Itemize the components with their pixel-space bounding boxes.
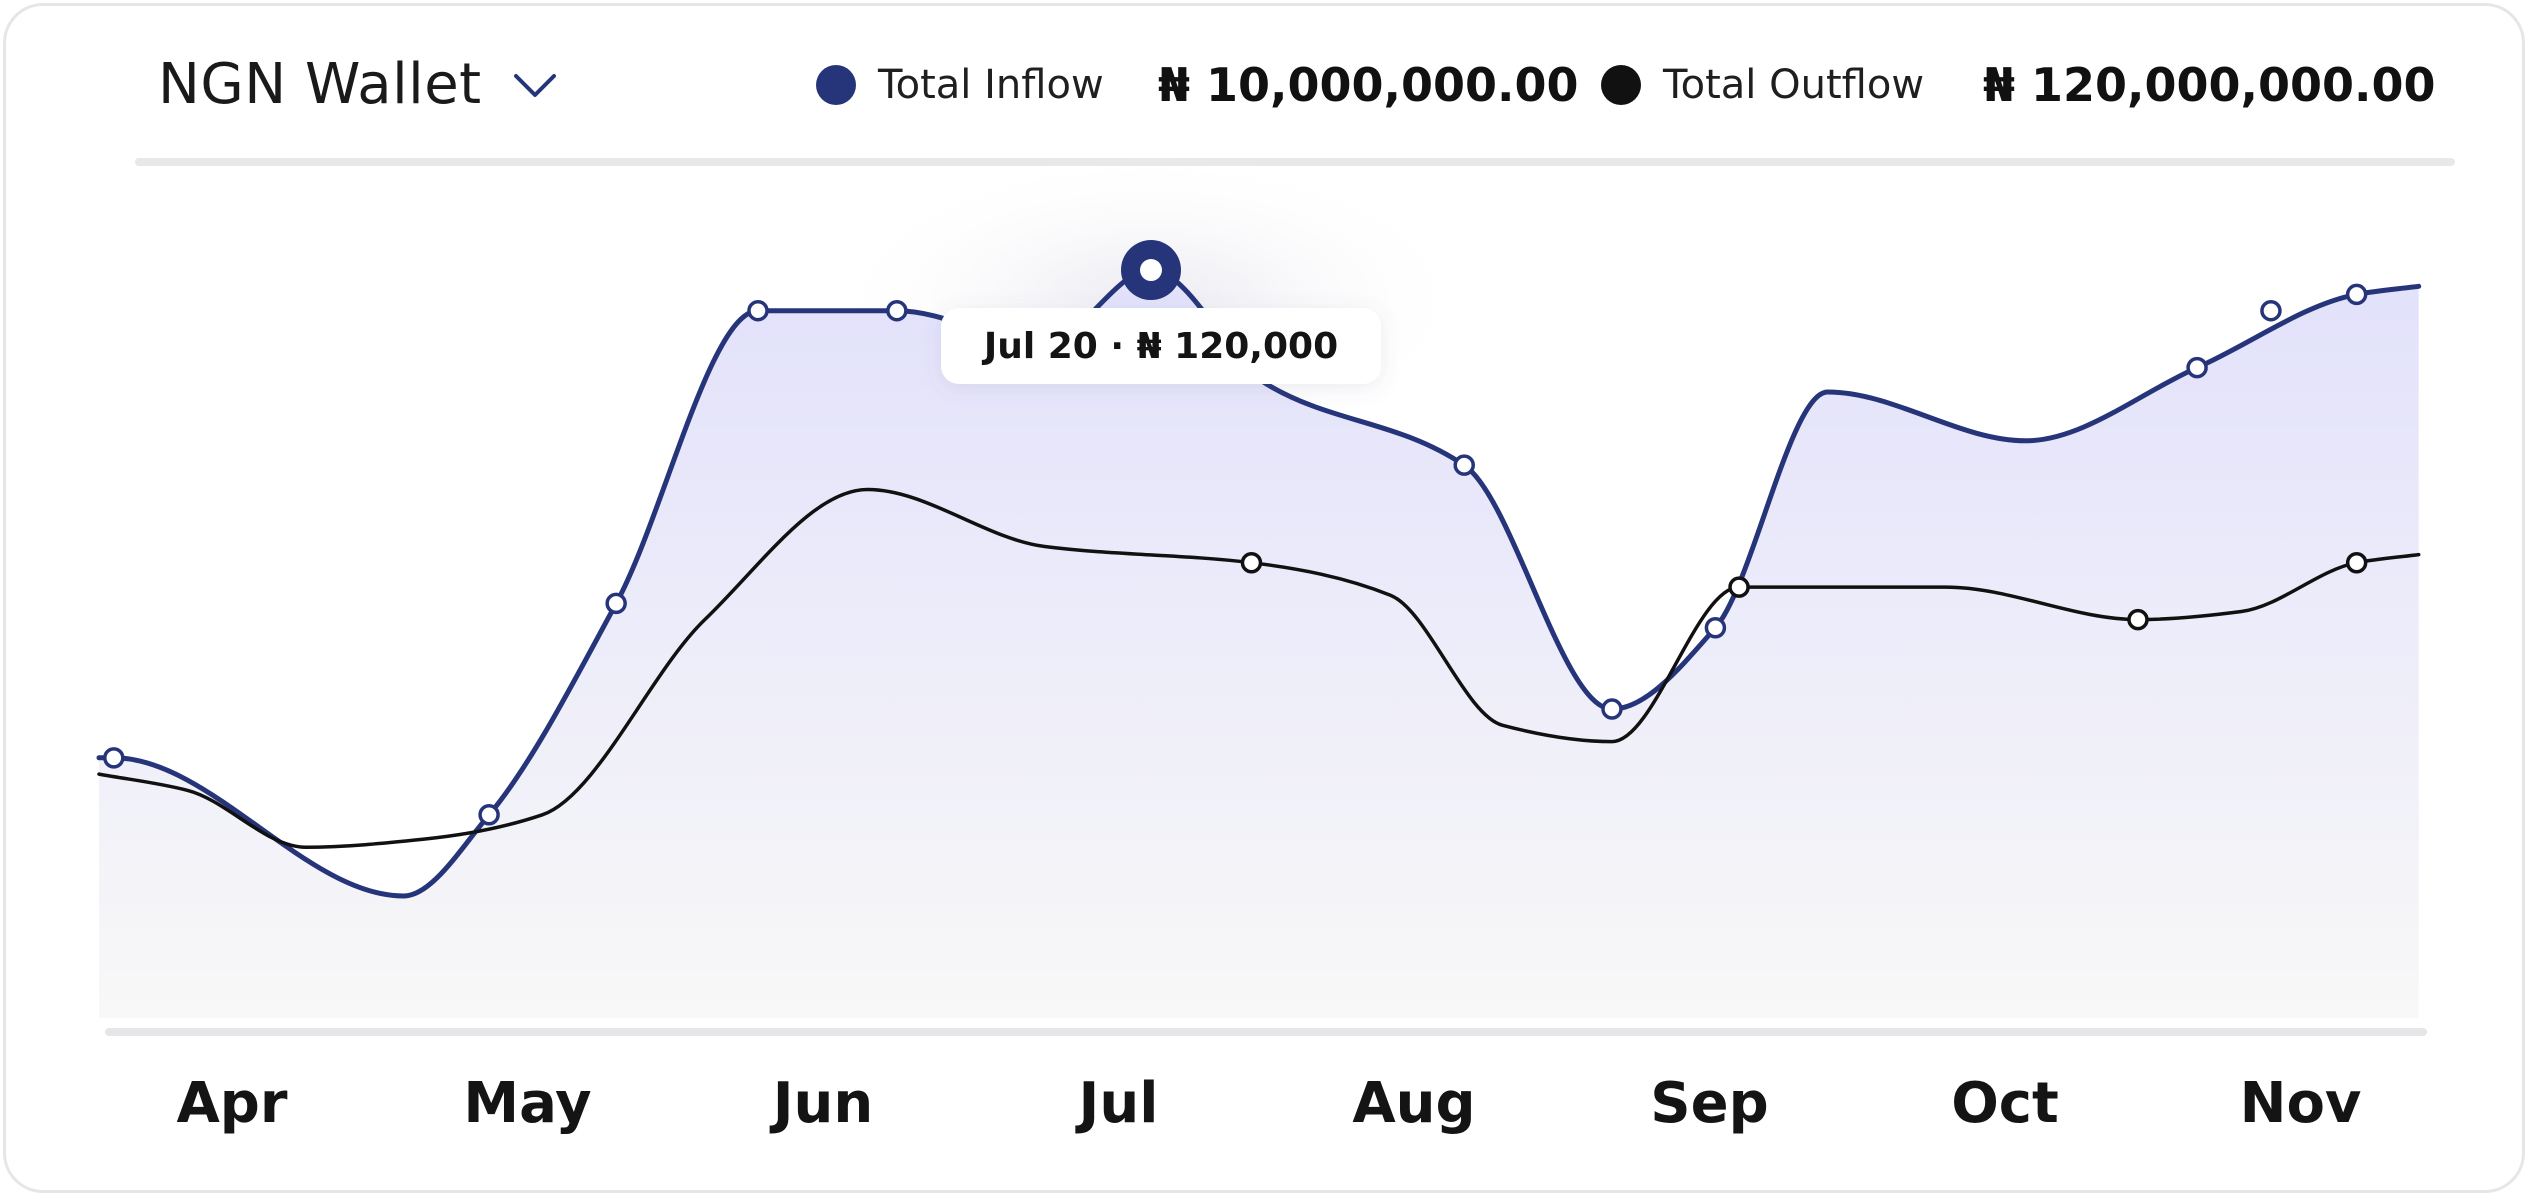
total-outflow-point-2 <box>2127 608 2149 631</box>
area-layer <box>99 150 2419 1018</box>
total-inflow-point-6 <box>1601 698 1623 720</box>
total-outflow-point-3 <box>2345 551 2368 574</box>
legend-item-inflow: Total Inflow <box>816 62 1104 108</box>
outflow-legend-dot <box>1601 65 1641 105</box>
chart-header: NGN Wallet Total Inflow ₦ 10,000,000.00 … <box>0 0 2532 180</box>
header-divider <box>135 158 2455 166</box>
wallet-selector[interactable]: NGN Wallet <box>158 52 558 117</box>
x-tick-apr: Apr <box>176 1071 287 1136</box>
x-tick-may: May <box>463 1071 591 1136</box>
total-inflow-point-0 <box>103 747 125 769</box>
legend-item-outflow: Total Outflow <box>1601 62 1924 108</box>
tooltip-label: Jul 20 · ₦ 120,000 <box>981 326 1338 367</box>
inflow-total-value: ₦ 10,000,000.00 <box>1158 58 1579 112</box>
total-inflow-point-1 <box>478 804 500 826</box>
total-inflow-point-3 <box>747 299 769 322</box>
total-inflow-point-5 <box>1453 454 1475 476</box>
total-inflow-point-2 <box>605 592 627 615</box>
x-tick-oct: Oct <box>1951 1071 2059 1136</box>
highlight-layer: Jul 20 · ₦ 120,000 <box>941 240 1382 385</box>
highlight-point-center <box>1140 259 1163 282</box>
total-inflow-point-10 <box>2345 283 2368 306</box>
inflow-legend-label: Total Inflow <box>878 62 1104 108</box>
markers-layer <box>103 283 2368 826</box>
outflow-legend-label: Total Outflow <box>1663 62 1925 108</box>
total-outflow-point-1 <box>1728 576 1750 598</box>
total-inflow-area <box>99 270 2419 1018</box>
outflow-total-value: ₦ 120,000,000.00 <box>1983 58 2436 112</box>
x-tick-nov: Nov <box>2240 1071 2362 1136</box>
chevron-down-icon[interactable] <box>512 71 558 105</box>
total-inflow-point-8 <box>2186 356 2208 379</box>
x-tick-aug: Aug <box>1352 1071 1475 1136</box>
x-tick-sep: Sep <box>1650 1071 1768 1136</box>
x-axis: Apr May Jun Jul Aug Sep Oct Nov <box>105 1028 2427 1136</box>
total-outflow-line <box>97 487 2421 850</box>
wallet-label: NGN Wallet <box>158 52 482 117</box>
x-tick-jul: Jul <box>1075 1071 1159 1136</box>
tooltip-box <box>941 308 1382 385</box>
total-inflow-point-4 <box>886 299 908 322</box>
x-tick-jun: Jun <box>769 1071 874 1136</box>
total-outflow-point-0 <box>1240 551 1263 574</box>
inflow-legend-dot <box>816 65 856 105</box>
total-inflow-point-9 <box>2260 299 2282 322</box>
total-inflow-point-7 <box>1704 617 1727 639</box>
x-axis-line <box>105 1028 2427 1036</box>
